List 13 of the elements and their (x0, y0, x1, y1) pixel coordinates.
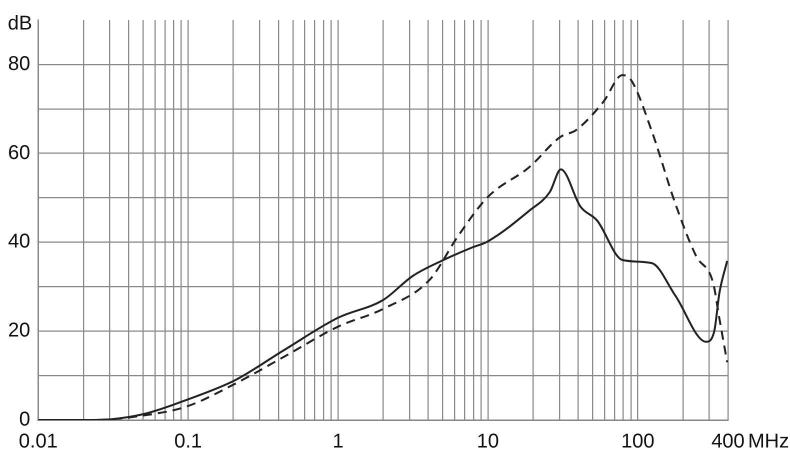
x-tick-label: 100 (621, 430, 654, 453)
x-tick-label: 10 (476, 430, 500, 453)
x-tick-label: 400 (711, 430, 745, 453)
x-tick-label: 0.1 (174, 430, 202, 453)
y-tick-label: 0 (19, 408, 30, 431)
x-axis-title: MHz (748, 430, 790, 453)
x-tick-label: 0.01 (18, 430, 58, 453)
x-tick-label: 1 (332, 430, 344, 453)
y-tick-label: 20 (8, 320, 30, 342)
y-tick-label: 40 (8, 230, 30, 253)
y-tick-label: 80 (8, 52, 30, 75)
y-axis-title: dB (8, 12, 32, 35)
y-tick-label: 60 (8, 142, 30, 164)
